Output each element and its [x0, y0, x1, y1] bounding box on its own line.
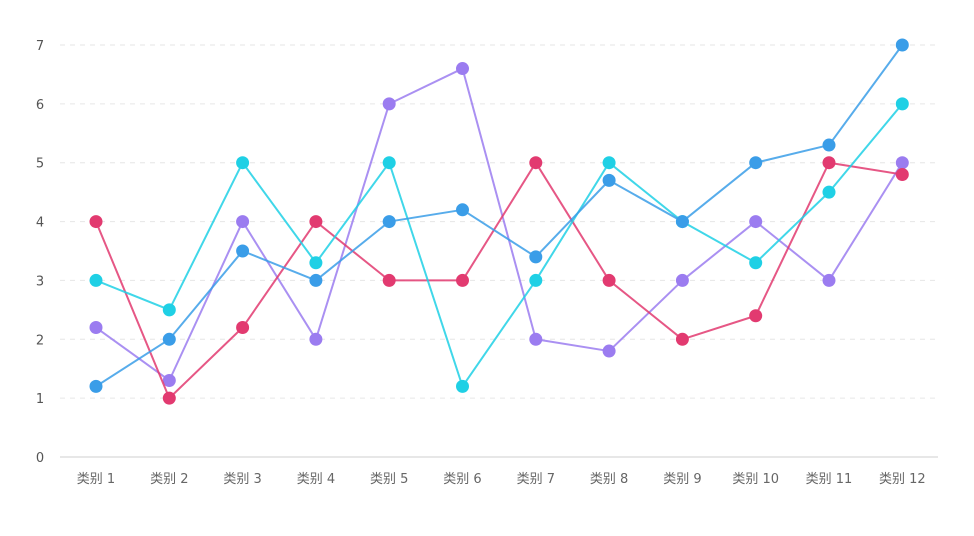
data-point — [89, 321, 103, 335]
data-point — [236, 321, 250, 335]
data-point — [162, 373, 176, 387]
data-point — [236, 215, 250, 229]
data-point — [822, 273, 836, 287]
data-point — [456, 62, 469, 76]
x-tick-label: 类别 4 — [297, 472, 335, 487]
data-point — [236, 156, 250, 170]
data-point — [895, 97, 909, 111]
x-tick-label: 类别 8 — [590, 472, 628, 487]
x-tick-label: 类别 5 — [370, 472, 408, 487]
y-tick-label: 4 — [36, 216, 44, 231]
series-line — [95, 103, 904, 388]
data-point — [822, 156, 836, 170]
data-point — [89, 273, 103, 287]
x-tick-label: 类别 7 — [517, 472, 555, 487]
x-tick-label: 类别 11 — [806, 472, 853, 487]
x-tick-label: 类别 1 — [77, 472, 115, 487]
data-point — [456, 203, 469, 217]
data-point — [749, 156, 763, 170]
x-axis-ticks: 类别 1 类别 2 类别 3 类别 4 类别 5 类别 6 类别 7 类别 8 类别 9 类别 1… — [77, 472, 926, 487]
data-point — [895, 156, 909, 170]
data-point — [675, 273, 689, 287]
data-point — [529, 332, 543, 346]
data-point — [89, 215, 103, 229]
series — [89, 38, 909, 405]
data-point — [309, 215, 323, 229]
data-point — [749, 309, 763, 323]
data-point — [382, 215, 396, 229]
data-point — [602, 344, 616, 358]
data-point — [675, 215, 689, 229]
data-point — [602, 173, 616, 187]
data-point — [89, 379, 103, 393]
data-point — [309, 256, 323, 270]
data-point — [822, 185, 836, 199]
data-point — [602, 273, 616, 287]
y-tick-label: 5 — [36, 157, 44, 172]
data-point — [602, 156, 616, 170]
grid-lines — [60, 44, 938, 399]
data-point — [529, 273, 543, 287]
series-line — [95, 67, 904, 382]
data-point — [749, 256, 763, 270]
x-tick-label: 类别 12 — [879, 472, 926, 487]
data-point — [895, 167, 909, 181]
x-tick-label: 类别 2 — [150, 472, 188, 487]
x-tick-label: 类别 10 — [732, 472, 779, 487]
x-tick-label: 类别 3 — [223, 472, 261, 487]
data-point — [529, 250, 543, 264]
x-tick-label: 类别 9 — [663, 472, 701, 487]
y-tick-label: 1 — [36, 392, 44, 407]
series-line — [95, 161, 903, 400]
data-point — [309, 273, 323, 287]
data-point — [162, 391, 176, 405]
data-point — [456, 379, 469, 393]
data-point — [675, 332, 689, 346]
series-4 — [89, 38, 909, 393]
y-tick-label: 7 — [36, 39, 44, 54]
y-tick-label: 3 — [36, 274, 44, 289]
data-point — [749, 215, 763, 229]
data-point — [895, 38, 909, 52]
data-point — [309, 332, 323, 346]
data-point — [822, 138, 836, 152]
y-axis-ticks: 0 1 2 3 4 5 6 7 — [36, 39, 44, 466]
data-point — [382, 156, 396, 170]
data-point — [236, 244, 250, 258]
series-2 — [89, 156, 909, 405]
data-point — [162, 332, 176, 346]
data-point — [529, 156, 543, 170]
y-tick-label: 2 — [36, 333, 44, 348]
series-1 — [89, 62, 909, 387]
x-tick-label: 类别 6 — [443, 472, 481, 487]
data-point — [382, 273, 396, 287]
data-point — [456, 273, 469, 287]
series-line — [95, 44, 904, 388]
data-point — [382, 97, 396, 111]
data-point — [162, 303, 176, 317]
y-tick-label: 0 — [36, 451, 44, 466]
y-tick-label: 6 — [36, 98, 44, 113]
